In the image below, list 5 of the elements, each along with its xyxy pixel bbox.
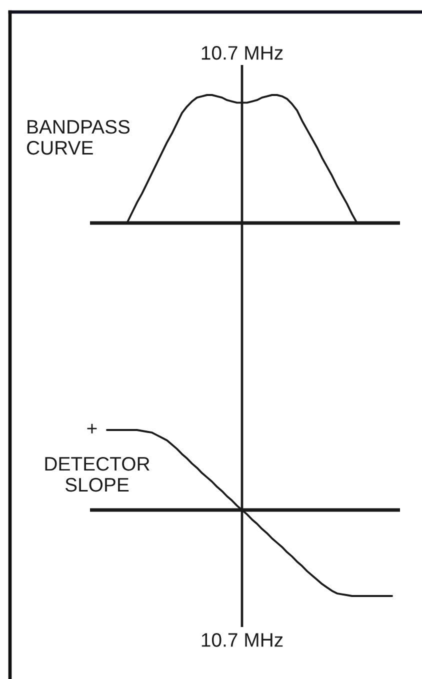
text: 10.7 MHz [202,633,283,647]
series-label: DETECTOR SLOPE [45,456,150,492]
text: 10.7 MHz [202,46,283,60]
series-label: BANDPASS CURVE [26,120,130,155]
annotation: + [87,424,97,434]
